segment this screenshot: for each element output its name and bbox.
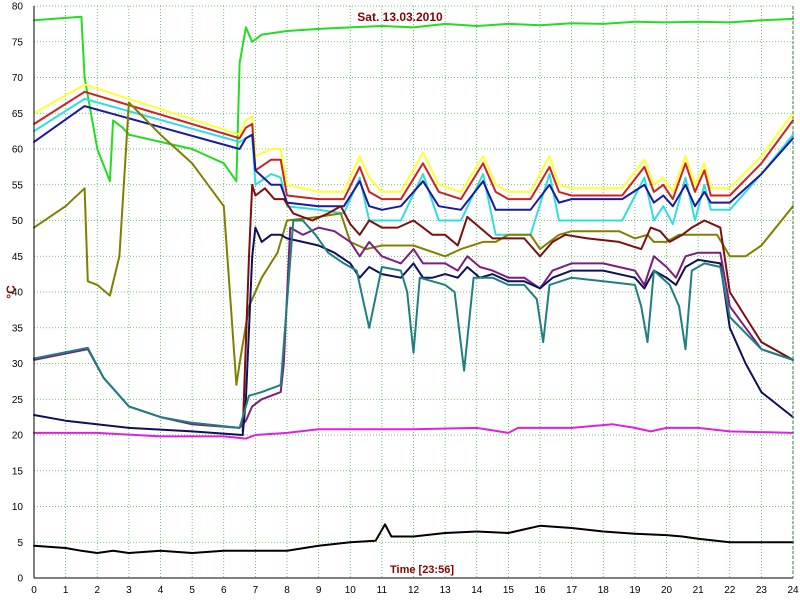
x-tick-label: 6 — [221, 585, 227, 596]
x-tick-label: 10 — [345, 585, 357, 596]
x-tick-label: 22 — [724, 585, 736, 596]
x-tick-label: 1 — [63, 585, 69, 596]
series-line-9 — [33, 226, 794, 436]
x-tick-label: 13 — [440, 585, 452, 596]
x-tick-label: 3 — [126, 585, 132, 596]
x-tick-label: 21 — [693, 585, 705, 596]
y-tick-label: 45 — [12, 252, 24, 263]
x-tick-label: 7 — [253, 585, 259, 596]
x-tick-label: 17 — [566, 585, 578, 596]
y-tick-label: 35 — [12, 323, 24, 334]
x-tick-label: 20 — [661, 585, 673, 596]
x-tick-label: 2 — [94, 585, 100, 596]
grid — [33, 5, 794, 579]
x-tick-label: 19 — [629, 585, 641, 596]
x-tick-label: 5 — [189, 585, 195, 596]
y-tick-label: 65 — [12, 109, 24, 120]
x-tick-label: 23 — [756, 585, 768, 596]
x-tick-labels: 0 1 2 3 4 5 6 7 8 9 10 11 12 13 14 15 16 17 18 19 20 21 22 23 24 — [31, 585, 799, 596]
series-line-7 — [241, 183, 794, 433]
x-tick-label: 15 — [503, 585, 515, 596]
y-tick-label: 70 — [12, 73, 24, 84]
x-tick-label: 8 — [284, 585, 290, 596]
x-tick-label: 14 — [471, 585, 483, 596]
x-axis-label: Time [23:56] — [390, 564, 454, 576]
y-tick-label: 80 — [12, 2, 24, 13]
y-tick-label: 25 — [12, 395, 24, 406]
y-tick-label: 5 — [17, 538, 23, 549]
series-line-10 — [33, 219, 794, 429]
y-tick-label: 55 — [12, 180, 24, 191]
x-tick-label: 12 — [408, 585, 420, 596]
series-line-2 — [33, 83, 794, 193]
series-line-6 — [33, 101, 794, 386]
series-line-11 — [33, 423, 794, 440]
x-tick-label: 18 — [598, 585, 610, 596]
y-tick-label: 60 — [12, 145, 24, 156]
series-line-8 — [33, 226, 794, 429]
x-tick-label: 4 — [158, 585, 164, 596]
y-tick-label: 10 — [12, 502, 24, 513]
series-line-3 — [33, 90, 794, 201]
y-tick-label: 50 — [12, 216, 24, 227]
x-tick-label: 24 — [787, 585, 799, 596]
series-line-12 — [33, 523, 794, 554]
y-tick-label: 75 — [12, 37, 24, 48]
series-line-4 — [33, 97, 794, 236]
y-tick-labels: 0 5 10 15 20 25 30 35 40 45 50 55 60 65 70 75 80 — [12, 2, 24, 585]
axes — [33, 6, 794, 579]
y-tick-label: 40 — [12, 288, 24, 299]
x-tick-label: 11 — [377, 585, 388, 596]
y-tick-label: 20 — [12, 431, 24, 442]
x-tick-label: 16 — [534, 585, 546, 596]
chart-title: Sat. 13.03.2010 — [357, 10, 443, 24]
y-tick-label: 15 — [12, 466, 24, 477]
series-layer — [33, 15, 794, 554]
y-tick-label: 30 — [12, 359, 24, 370]
series-line-1 — [33, 15, 794, 183]
series-line-5 — [33, 105, 794, 211]
y-tick-label: 0 — [17, 574, 23, 585]
y-axis-label: °C — [4, 285, 18, 299]
x-tick-label: 0 — [31, 585, 37, 596]
x-tick-label: 9 — [316, 585, 322, 596]
